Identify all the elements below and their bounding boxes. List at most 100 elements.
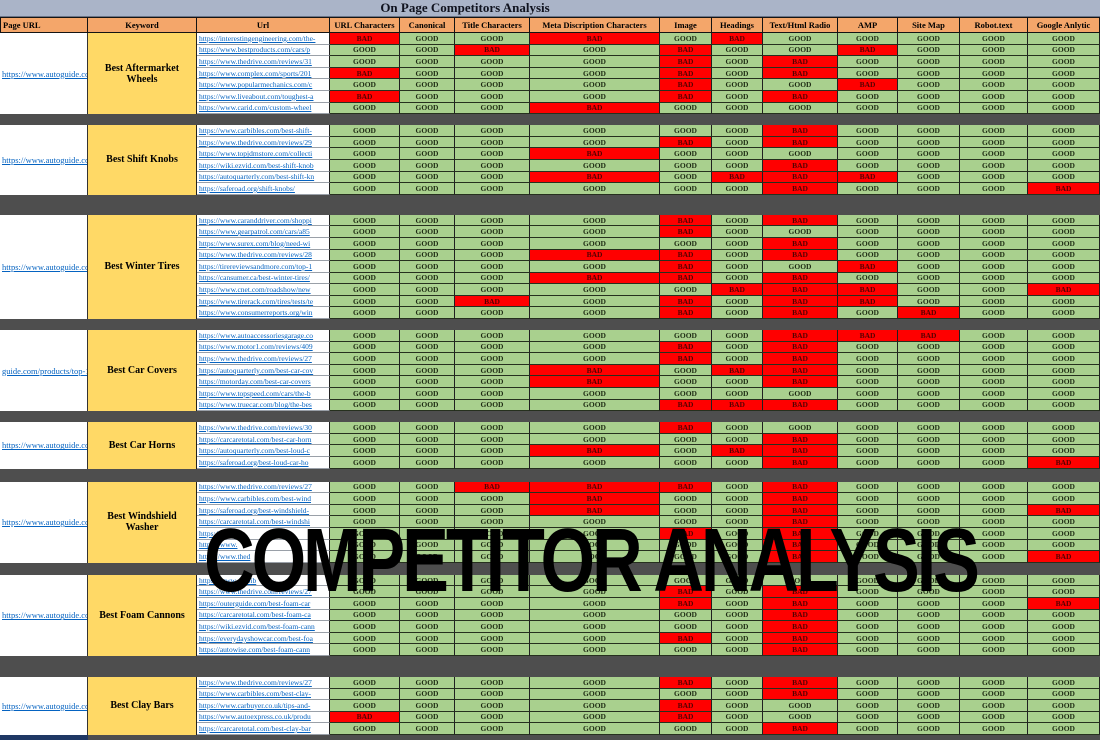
status-cell-text-html-radio[interactable]: BAD [763,341,838,354]
status-cell-title-characters[interactable]: GOOD [455,574,530,587]
status-cell-title-characters[interactable]: GOOD [455,353,530,365]
status-cell-robot-text[interactable]: GOOD [960,457,1028,469]
status-cell-google-anlytic[interactable]: GOOD [1028,33,1100,45]
status-cell-robot-text[interactable]: GOOD [960,33,1028,45]
status-cell-text-html-radio[interactable]: GOOD [763,226,838,238]
url-link[interactable]: https://cansumer.ca/best-winter-tires/ [197,272,330,285]
status-cell-text-html-radio[interactable]: BAD [763,597,838,610]
status-cell-robot-text[interactable]: GOOD [960,295,1028,308]
status-cell-robot-text[interactable]: GOOD [960,171,1028,184]
status-cell-url-characters[interactable]: GOOD [330,364,400,377]
status-cell-site-map[interactable]: GOOD [898,295,960,308]
status-cell-title-characters[interactable]: GOOD [455,621,530,633]
status-cell-amp[interactable]: GOOD [838,457,898,469]
status-cell-image[interactable]: GOOD [660,644,712,656]
status-cell-headings[interactable]: GOOD [712,723,763,735]
status-cell-robot-text[interactable]: GOOD [960,330,1028,342]
status-cell-text-html-radio[interactable]: BAD [763,272,838,285]
status-cell-google-anlytic[interactable]: GOOD [1028,516,1100,528]
status-cell-headings[interactable]: BAD [712,445,763,457]
status-cell-amp[interactable]: GOOD [838,272,898,285]
status-cell-url-characters[interactable]: GOOD [330,433,400,446]
status-cell-title-characters[interactable]: GOOD [455,700,530,712]
status-cell-site-map[interactable]: GOOD [898,516,960,528]
header-cell-title-characters[interactable]: Title Characters [455,17,530,33]
status-cell-google-anlytic[interactable]: GOOD [1028,527,1100,540]
status-cell-site-map[interactable]: GOOD [898,422,960,434]
status-cell-robot-text[interactable]: GOOD [960,723,1028,735]
status-cell-url-characters[interactable]: GOOD [330,330,400,342]
status-cell-amp[interactable]: GOOD [838,237,898,250]
status-cell-text-html-radio[interactable]: GOOD [763,422,838,434]
status-cell-url-characters[interactable]: GOOD [330,445,400,457]
status-cell-site-map[interactable]: GOOD [898,183,960,195]
status-cell-url-characters[interactable]: GOOD [330,226,400,238]
status-cell-meta-discription-characters[interactable]: GOOD [530,700,660,712]
status-cell-google-anlytic[interactable]: GOOD [1028,226,1100,238]
status-cell-canonical[interactable]: GOOD [400,44,455,57]
status-cell-title-characters[interactable]: BAD [455,295,530,308]
status-cell-robot-text[interactable]: GOOD [960,226,1028,238]
status-cell-robot-text[interactable]: GOOD [960,574,1028,587]
status-cell-url-characters[interactable]: GOOD [330,388,400,400]
status-cell-site-map[interactable]: GOOD [898,226,960,238]
status-cell-amp[interactable]: BAD [838,171,898,184]
url-link[interactable]: https://carcaretotal.com/best-windshi [197,516,330,528]
status-cell-title-characters[interactable]: GOOD [455,644,530,656]
status-cell-title-characters[interactable]: GOOD [455,632,530,645]
status-cell-image[interactable]: GOOD [660,574,712,587]
status-cell-robot-text[interactable]: GOOD [960,237,1028,250]
status-cell-meta-discription-characters[interactable]: GOOD [530,56,660,68]
status-cell-url-characters[interactable]: GOOD [330,261,400,273]
status-cell-canonical[interactable]: GOOD [400,711,455,724]
status-cell-site-map[interactable]: GOOD [898,574,960,587]
url-link[interactable]: https://interestingengineering.com/the- [197,33,330,45]
status-cell-text-html-radio[interactable]: BAD [763,284,838,296]
status-cell-image[interactable]: GOOD [660,364,712,377]
status-cell-meta-discription-characters[interactable]: GOOD [530,399,660,412]
status-cell-meta-discription-characters[interactable]: GOOD [530,574,660,587]
status-cell-amp[interactable]: GOOD [838,711,898,724]
status-cell-headings[interactable]: GOOD [712,353,763,365]
url-link[interactable]: https://www.topjdmstore.com/collecti [197,148,330,160]
status-cell-meta-discription-characters[interactable]: GOOD [530,261,660,273]
status-cell-canonical[interactable]: GOOD [400,527,455,540]
status-cell-amp[interactable]: GOOD [838,700,898,712]
status-cell-google-anlytic[interactable]: GOOD [1028,586,1100,598]
status-cell-text-html-radio[interactable]: BAD [763,621,838,633]
status-cell-meta-discription-characters[interactable]: GOOD [530,551,660,563]
status-cell-canonical[interactable]: GOOD [400,376,455,389]
status-cell-canonical[interactable]: GOOD [400,723,455,735]
status-cell-title-characters[interactable]: GOOD [455,330,530,342]
status-cell-image[interactable]: GOOD [660,516,712,528]
status-cell-meta-discription-characters[interactable]: GOOD [530,125,660,137]
status-cell-site-map[interactable]: GOOD [898,676,960,689]
status-cell-robot-text[interactable]: GOOD [960,433,1028,446]
status-cell-text-html-radio[interactable]: BAD [763,125,838,137]
status-cell-google-anlytic[interactable]: GOOD [1028,148,1100,160]
status-cell-site-map[interactable]: GOOD [898,551,960,563]
url-link[interactable]: https://www.carbib [197,574,330,587]
status-cell-title-characters[interactable]: GOOD [455,67,530,80]
status-cell-robot-text[interactable]: GOOD [960,527,1028,540]
status-cell-meta-discription-characters[interactable]: GOOD [530,688,660,701]
status-cell-site-map[interactable]: BAD [898,330,960,342]
status-cell-google-anlytic[interactable]: GOOD [1028,433,1100,446]
status-cell-text-html-radio[interactable]: BAD [763,433,838,446]
url-link[interactable]: https://autowise.com/best-foam-cann [197,644,330,656]
status-cell-canonical[interactable]: GOOD [400,148,455,160]
status-cell-robot-text[interactable]: GOOD [960,504,1028,517]
status-cell-title-characters[interactable]: GOOD [455,597,530,610]
status-cell-text-html-radio[interactable]: BAD [763,527,838,540]
status-cell-google-anlytic[interactable]: GOOD [1028,688,1100,701]
status-cell-headings[interactable]: GOOD [712,481,763,494]
status-cell-text-html-radio[interactable]: BAD [763,136,838,149]
status-cell-title-characters[interactable]: GOOD [455,341,530,354]
status-cell-canonical[interactable]: GOOD [400,433,455,446]
status-cell-url-characters[interactable]: GOOD [330,516,400,528]
status-cell-robot-text[interactable]: GOOD [960,214,1028,227]
keyword-cell[interactable]: Best Car Covers [88,330,197,412]
status-cell-headings[interactable]: GOOD [712,307,763,320]
url-link[interactable]: https://www.truecar.com/blog/the-bes [197,399,330,412]
url-link[interactable]: https://saferoad.org/shift-knobs/ [197,183,330,195]
